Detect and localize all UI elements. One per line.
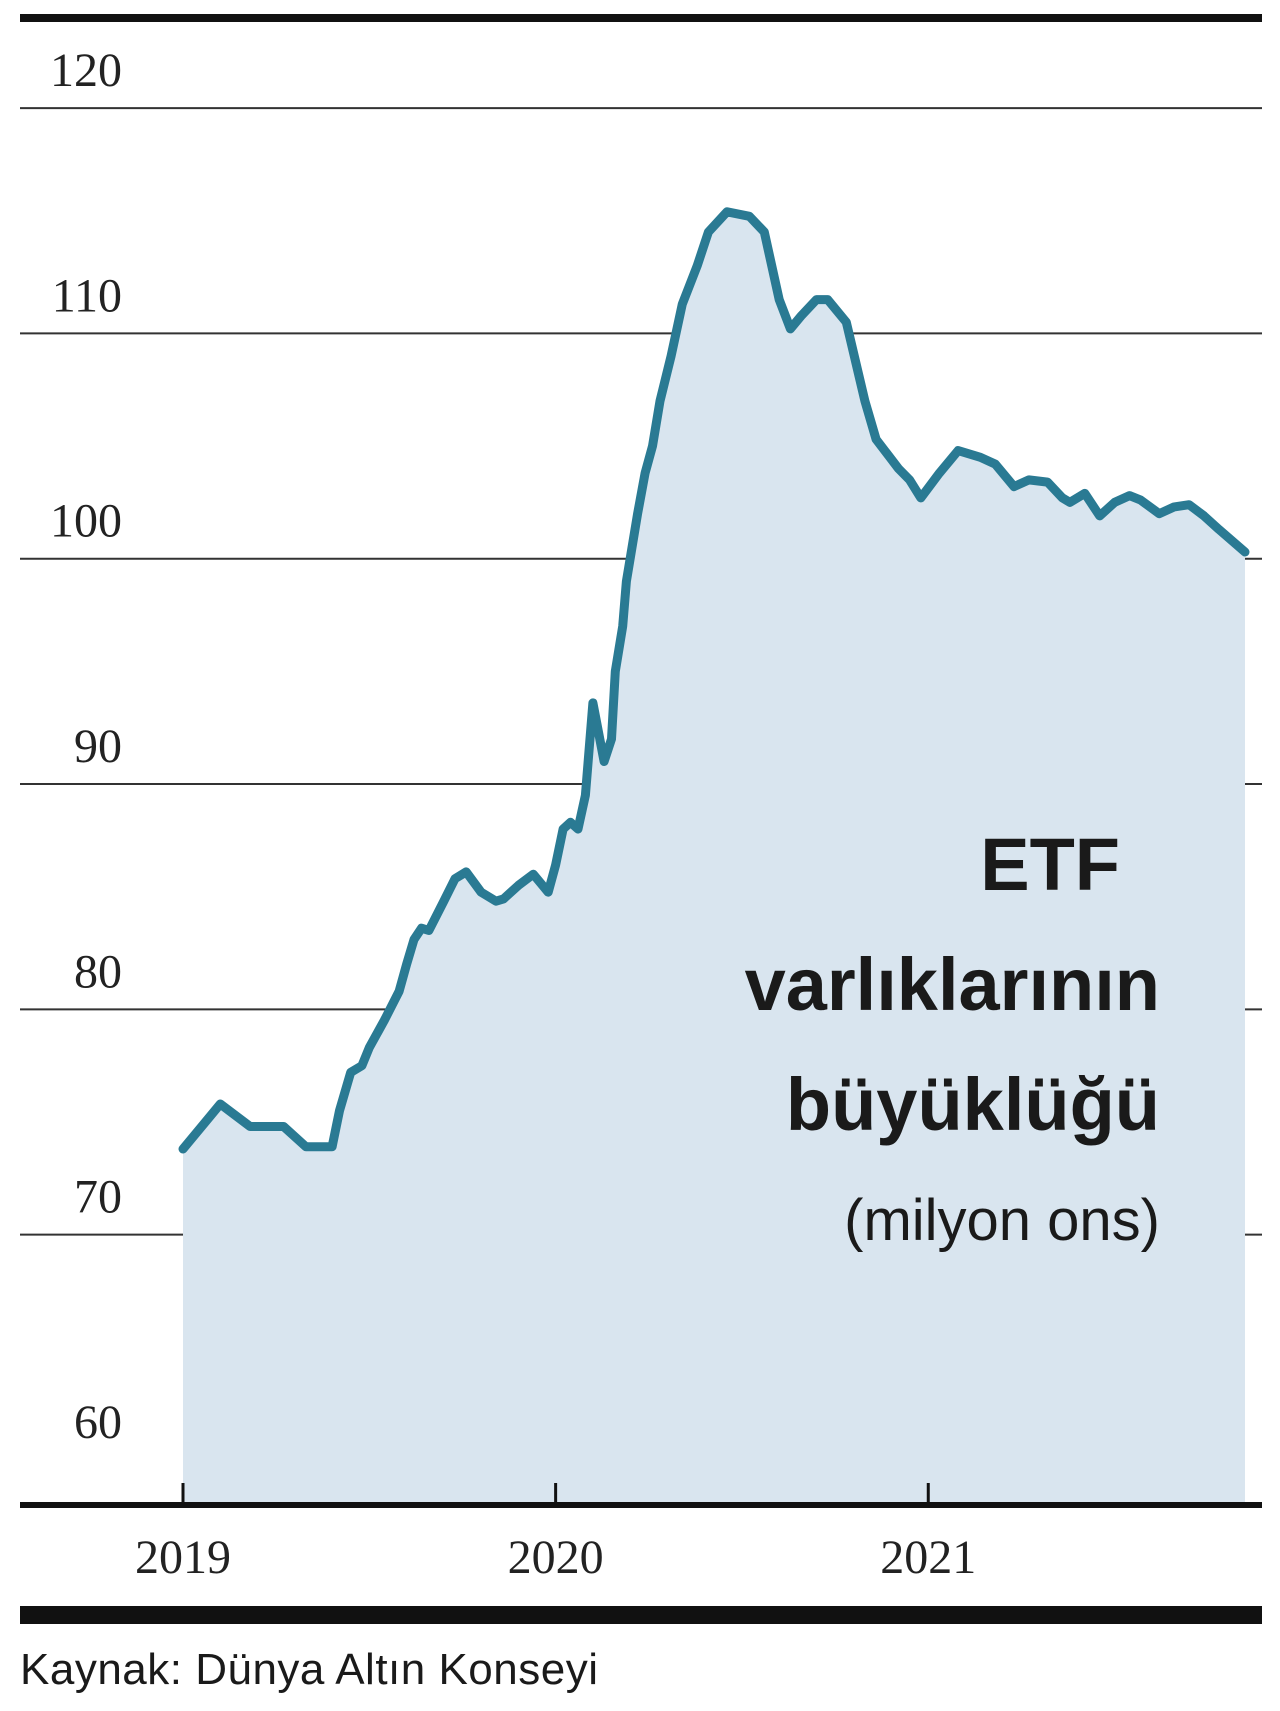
- y-tick-label-110: 110: [52, 269, 122, 322]
- chart-subtitle: (milyon ons): [844, 1188, 1160, 1253]
- y-tick-labels: 60 70 80 90 100 110 120: [50, 44, 122, 1449]
- x-tick-label-2021: 2021: [880, 1531, 976, 1584]
- title-line-3: büyüklüğü: [786, 1063, 1160, 1146]
- series-line: [178, 207, 1250, 1154]
- source-note: Kaynak: Dünya Altın Konseyi: [20, 1645, 599, 1694]
- title-line-1: ETF: [980, 823, 1120, 906]
- y-tick-label-100: 100: [50, 495, 122, 548]
- x-tick-label-2019: 2019: [135, 1531, 231, 1584]
- y-tick-label-60: 60: [74, 1396, 122, 1449]
- y-tick-label-120: 120: [50, 44, 122, 97]
- area-fill: [183, 211, 1245, 1505]
- title-line-2: varlıklarının: [745, 943, 1160, 1026]
- y-tick-label-70: 70: [74, 1171, 122, 1224]
- x-tick-label-2020: 2020: [508, 1531, 604, 1584]
- y-tick-label-80: 80: [74, 945, 122, 998]
- chart-title: ETF varlıklarının büyüklüğü (milyon ons): [745, 823, 1160, 1253]
- x-axis: 2019 2020 2021: [135, 1483, 976, 1584]
- y-tick-label-90: 90: [74, 720, 122, 773]
